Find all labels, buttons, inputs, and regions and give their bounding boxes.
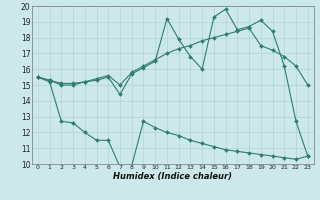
X-axis label: Humidex (Indice chaleur): Humidex (Indice chaleur) [113, 172, 232, 181]
